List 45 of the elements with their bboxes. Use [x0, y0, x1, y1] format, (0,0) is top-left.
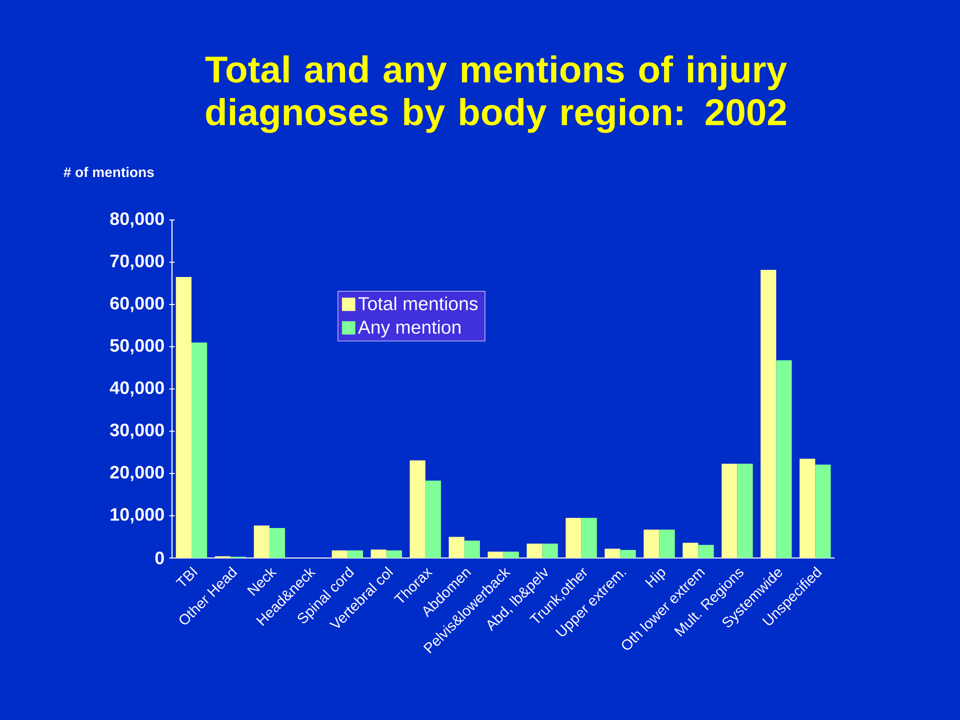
bar: [176, 277, 192, 558]
bar: [815, 464, 831, 558]
bar: [659, 530, 675, 558]
bar: [800, 458, 816, 558]
bar: [566, 518, 582, 558]
bar: [347, 550, 364, 558]
bar: [542, 544, 558, 558]
y-tick-label: 60,000: [110, 296, 164, 312]
y-tick-label: 10,000: [110, 508, 164, 524]
y-tick-label: 80,000: [110, 212, 164, 228]
bar: [604, 548, 620, 558]
bar: [526, 544, 542, 558]
y-tick-label: 50,000: [110, 339, 164, 354]
bar: [488, 552, 504, 558]
bar: [698, 544, 714, 558]
bar: [581, 518, 597, 558]
bar: [760, 270, 776, 558]
bar: [410, 460, 426, 558]
bar: [370, 550, 386, 558]
bar: [464, 540, 480, 558]
bar: [503, 552, 519, 558]
bar: [722, 464, 738, 558]
legend-label: Total mentions: [358, 296, 478, 310]
y-tick-label: 40,000: [110, 381, 164, 397]
legend-label: Any mention: [358, 320, 460, 338]
bar: [191, 342, 208, 558]
bar: [425, 480, 441, 558]
chart-title: Total and any mentions of injury diagnoses by body region: 2002: [205, 55, 787, 133]
bar: [620, 550, 636, 558]
y-tick-label: 70,000: [110, 254, 164, 270]
y-tick-label: 0: [155, 552, 164, 564]
x-tick-label: Hip: [644, 569, 666, 588]
bar: [776, 360, 792, 558]
x-tick-label: TBI: [176, 566, 198, 586]
bar: [269, 528, 286, 558]
bar: [332, 550, 348, 558]
y-axis-title: # of mentions: [64, 166, 154, 178]
y-tick-label: 20,000: [110, 466, 164, 482]
bar: [644, 530, 660, 558]
bar: [386, 550, 402, 558]
bar: [682, 542, 698, 558]
bar: [254, 525, 270, 558]
bar: [737, 464, 753, 558]
bar: [448, 536, 464, 558]
y-tick-label: 30,000: [110, 424, 164, 439]
